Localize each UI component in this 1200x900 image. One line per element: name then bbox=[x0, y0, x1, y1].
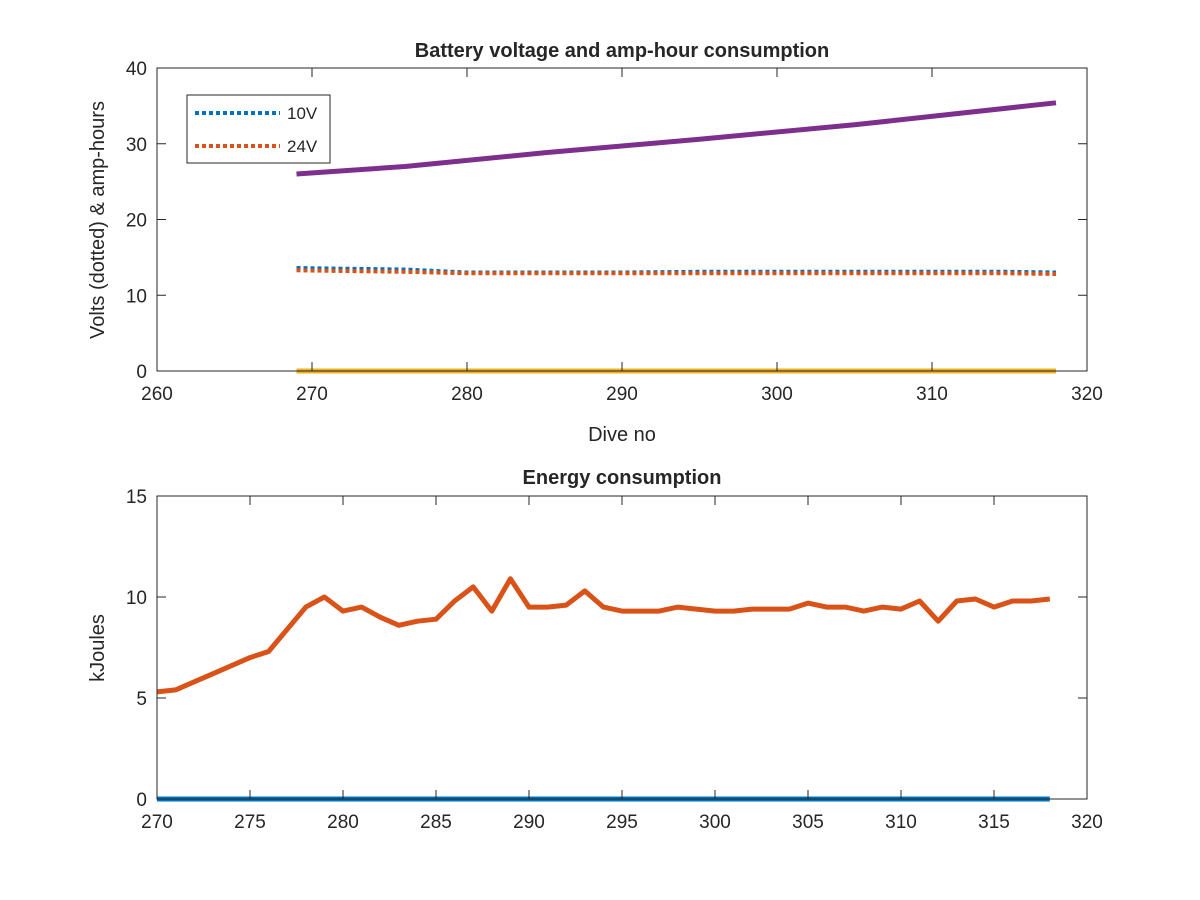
x-tick-label: 270 bbox=[141, 812, 173, 833]
voltage-ticks: 260 270 280 290 300 310 320 0 10 20 30 40 bbox=[126, 59, 1103, 405]
x-tick-label: 320 bbox=[1071, 384, 1103, 405]
energy-ticks: 270 275 280 285 290 295 300 305 310 315 320 0 5 10 15 bbox=[126, 487, 1103, 833]
x-tick-label: 270 bbox=[296, 384, 328, 405]
x-tick-label: 300 bbox=[699, 812, 731, 833]
chart0-series-1-line bbox=[296, 268, 1057, 276]
y-tick-label: 10 bbox=[126, 286, 147, 307]
x-tick-label: 295 bbox=[606, 812, 638, 833]
voltage-legend: 10V 24V bbox=[186, 94, 331, 164]
y-tick-label: 5 bbox=[136, 689, 147, 710]
voltage-amphour-chart: 260 270 280 290 300 310 320 0 10 20 30 40 Battery v… bbox=[87, 40, 1103, 446]
legend-box bbox=[186, 94, 331, 164]
x-tick-label: 280 bbox=[451, 384, 483, 405]
y-tick-label: 15 bbox=[126, 487, 147, 508]
x-tick-label: 285 bbox=[420, 812, 452, 833]
y-tick-label: 20 bbox=[126, 211, 147, 232]
x-tick-label: 310 bbox=[916, 384, 948, 405]
y-tick-label: 40 bbox=[126, 59, 147, 80]
legend-label-10v: 10V bbox=[287, 104, 318, 123]
y-tick-label: 30 bbox=[126, 135, 147, 156]
voltage-x-axis-label: Dive no bbox=[588, 424, 656, 446]
y-tick-label: 0 bbox=[136, 790, 147, 811]
energy-chart: 270 275 280 285 290 295 300 305 310 315 320051015 … bbox=[87, 467, 1103, 833]
chart1-series-1-line bbox=[156, 576, 1051, 695]
energy-chart-title: Energy consumption bbox=[523, 467, 722, 489]
voltage-chart-title: Battery voltage and amp-hour consumption bbox=[415, 40, 829, 62]
energy-y-axis-label: kJoules bbox=[87, 614, 109, 682]
x-tick-label: 305 bbox=[792, 812, 824, 833]
x-tick-label: 320 bbox=[1071, 812, 1103, 833]
x-tick-label: 290 bbox=[513, 812, 545, 833]
x-tick-label: 280 bbox=[327, 812, 359, 833]
legend-label-24v: 24V bbox=[287, 137, 318, 156]
x-tick-label: 260 bbox=[141, 384, 173, 405]
x-tick-label: 315 bbox=[978, 812, 1010, 833]
energy-plot-area bbox=[157, 496, 1087, 799]
x-tick-label: 290 bbox=[606, 384, 638, 405]
y-tick-label: 0 bbox=[136, 362, 147, 383]
x-tick-label: 300 bbox=[761, 384, 793, 405]
chart0-series-3-line bbox=[296, 100, 1057, 177]
x-tick-label: 275 bbox=[234, 812, 266, 833]
voltage-y-axis-label: Volts (dotted) & amp-hours bbox=[87, 101, 109, 339]
x-tick-label: 310 bbox=[885, 812, 917, 833]
y-tick-label: 10 bbox=[126, 588, 147, 609]
